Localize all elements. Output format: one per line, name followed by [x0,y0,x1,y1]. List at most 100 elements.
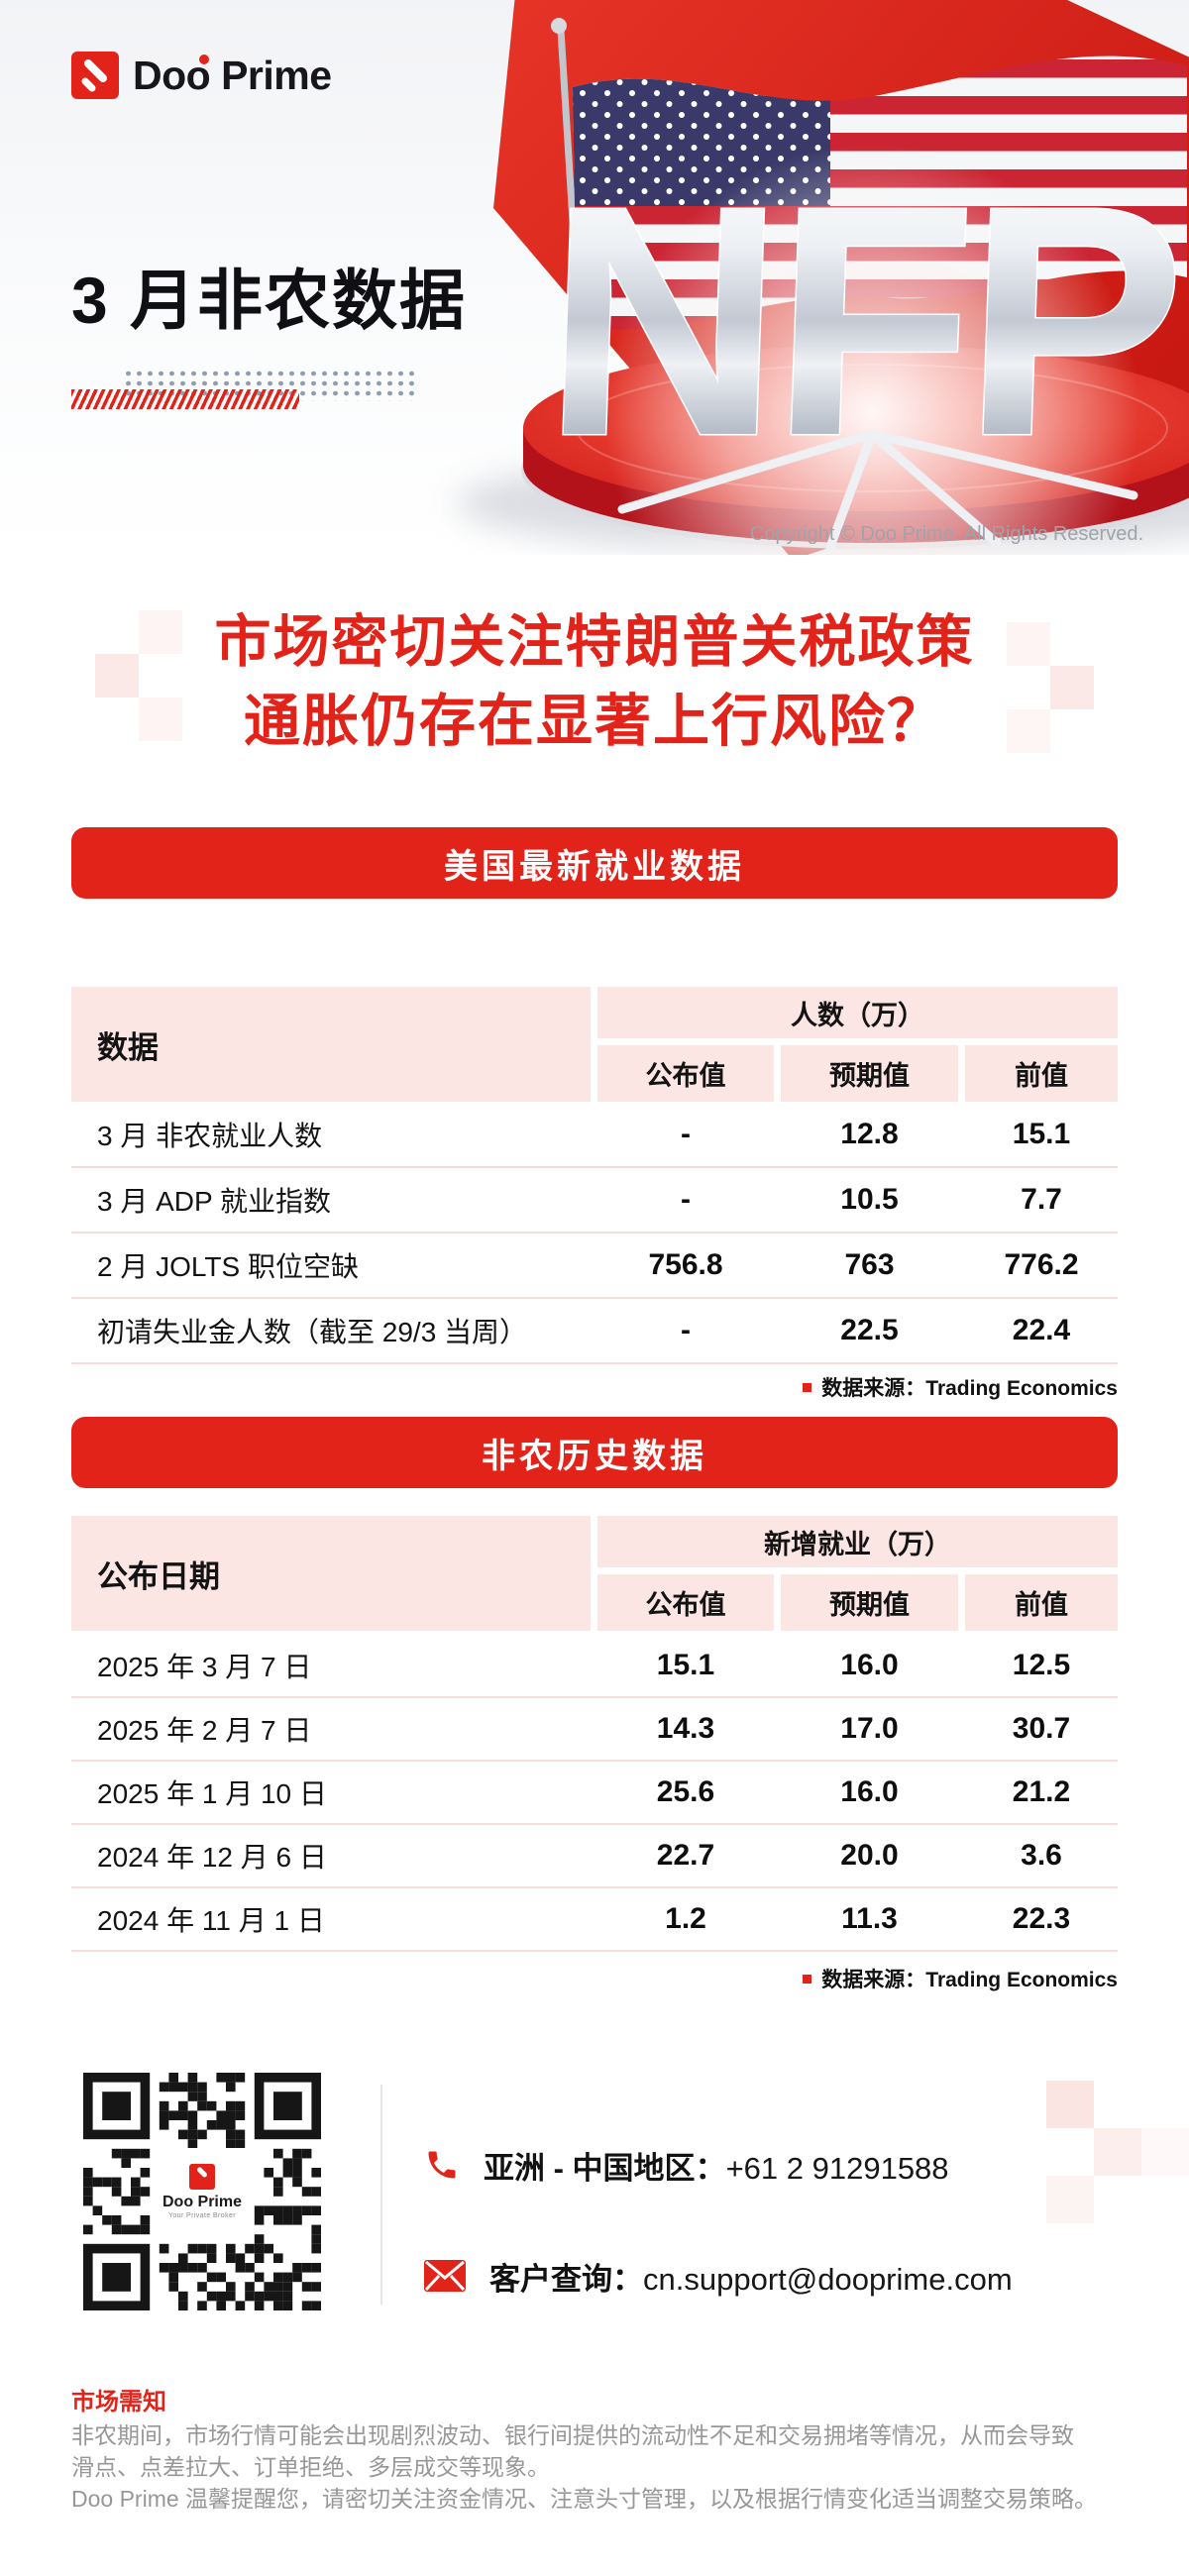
row-label: 3 月 非农就业人数 [97,1121,323,1151]
footer-line-2: 滑点、点差拉大、订单拒绝、多层成交等现象。 [71,2454,550,2480]
row-label: 2025 年 3 月 7 日 [97,1652,312,1682]
cell-published: - [681,1183,691,1216]
row-label: 2024 年 12 月 6 日 [97,1842,327,1873]
row-label: 2024 年 11 月 1 日 [97,1905,325,1936]
phone-label: 亚洲 - 中国地区： [484,2150,726,2186]
section2-table-header: 公布日期 新增就业（万） 公布值 预期值 前值 [71,1516,1118,1631]
row-label: 2025 年 1 月 10 日 [97,1778,327,1809]
cell-published: 14.3 [656,1712,715,1745]
cell-expected: 22.5 [840,1314,899,1346]
section2-table-body: 2025 年 3 月 7 日 15.1 16.0 12.5 2025 年 2 月… [71,1635,1118,1952]
section1-table-body: 3 月 非农就业人数 - 12.8 15.1 3 月 ADP 就业指数 - 10… [71,1103,1118,1364]
cell-previous: 7.7 [1021,1183,1062,1216]
cell-published: 22.7 [656,1839,715,1872]
section2-data-source: 数据来源：Trading Economics [803,1964,1118,1993]
col-group-header: 人数（万） [597,987,1118,1038]
cell-previous: 21.2 [1012,1775,1071,1808]
email-address: cn.support@dooprime.com [643,2261,1013,2297]
table-row: 2 月 JOLTS 职位空缺 756.8 763 776.2 [71,1234,1118,1299]
brand-logo-text: Doo Prime [133,53,332,98]
table-row: 3 月 非农就业人数 - 12.8 15.1 [71,1103,1118,1168]
table-row: 初请失业金人数（截至 29/3 当周） - 22.5 22.4 [71,1299,1118,1364]
source-text: 数据来源：Trading Economics [821,1969,1118,1991]
qr-code-pattern [83,2073,321,2310]
email-contact-row: 客户查询：cn.support@dooprime.com [424,2251,1013,2301]
footer-title: 市场需知 [71,2389,166,2415]
cell-previous: 776.2 [1004,1248,1079,1281]
section1-banner: 美国最新就业数据 [71,827,1118,899]
email-icon [424,2260,466,2292]
cell-expected: 11.3 [841,1902,898,1935]
cell-expected: 16.0 [840,1775,899,1808]
headline: 市场密切关注特朗普关税政策 通胀仍存在显著上行风险？ [0,602,1189,761]
section1-data-source: 数据来源：Trading Economics [803,1372,1118,1402]
flagpole [551,18,591,447]
section1-table-header: 数据 人数（万） 公布值 预期值 前值 [71,987,1118,1102]
table-row: 2025 年 1 月 10 日 25.6 16.0 21.2 [71,1762,1118,1825]
source-bullet-icon [803,1382,812,1392]
table-row: 2024 年 12 月 6 日 22.7 20.0 3.6 [71,1825,1118,1888]
email-text: 客户查询：cn.support@dooprime.com [489,2254,1013,2299]
cell-expected: 16.0 [840,1649,899,1681]
source-text: 数据来源：Trading Economics [821,1377,1118,1400]
footer-line-1: 非农期间，市场行情可能会出现剧烈波动、银行间提供的流动性不足和交易拥堵等情况，从… [71,2422,1074,2448]
cell-published: - [681,1314,691,1346]
cell-expected: 17.0 [840,1712,899,1745]
cell-expected: 12.8 [840,1118,899,1150]
cell-previous: 30.7 [1012,1712,1071,1745]
podium-slice-cuts [617,429,1138,552]
doo-prime-logo-icon [71,52,119,99]
col-header-left: 公布日期 [71,1516,591,1631]
phone-number: +61 2 91291588 [725,2150,949,2186]
footer-line-3: Doo Prime 温馨提醒您，请密切关注资金情况、注意头寸管理，以及根据行情变… [71,2486,1098,2512]
source-bullet-icon [803,1974,812,1984]
doo-prime-logo-icon-small [189,2164,215,2190]
cell-previous: 12.5 [1012,1649,1071,1681]
phone-contact-row: 亚洲 - 中国地区：+61 2 91291588 [424,2140,949,2190]
col-header-left: 数据 [71,987,591,1102]
cell-published: - [681,1118,691,1150]
row-label: 初请失业金人数（截至 29/3 当周） [97,1317,528,1347]
footer-disclaimer: 非农期间，市场行情可能会出现剧烈波动、银行间提供的流动性不足和交易拥堵等情况，从… [71,2419,1132,2515]
col-header-previous: 前值 [965,1574,1118,1631]
brand-logo: Doo Prime [71,52,332,99]
cell-published: 1.2 [665,1902,706,1935]
col-header-published: 公布值 [597,1574,774,1631]
qr-code: Doo Prime Your Private Broker [83,2073,321,2310]
table-row: 3 月 ADP 就业指数 - 10.5 7.7 [71,1168,1118,1234]
page-title: 3 月非农数据 [71,264,468,337]
phone-icon [428,2151,456,2179]
center-glow [604,144,1139,555]
copyright-text: Copyright © Doo Prime. All Rights Reserv… [749,523,1143,545]
table-row: 2025 年 3 月 7 日 15.1 16.0 12.5 [71,1635,1118,1698]
row-label: 3 月 ADP 就业指数 [97,1186,331,1217]
qr-logo-subtitle: Your Private Broker [167,2212,237,2219]
headline-line-2: 通胀仍存在显著上行风险？ [244,690,945,753]
qr-center-logo: Doo Prime Your Private Broker [151,2148,254,2235]
table-row: 2024 年 11 月 1 日 1.2 11.3 22.3 [71,1888,1118,1952]
cell-published: 15.1 [656,1649,715,1681]
col-header-expected: 预期值 [781,1574,958,1631]
cell-previous: 22.3 [1012,1902,1071,1935]
cell-expected: 763 [844,1248,895,1281]
row-label: 2 月 JOLTS 职位空缺 [97,1251,359,1282]
cell-published: 25.6 [656,1775,715,1808]
email-label: 客户查询： [489,2261,643,2297]
qr-logo-title: Doo Prime [162,2194,242,2210]
cell-published: 756.8 [648,1248,723,1281]
cell-previous: 3.6 [1021,1839,1062,1872]
col-header-expected: 预期值 [781,1045,958,1102]
cell-previous: 22.4 [1012,1314,1071,1346]
headline-line-1: 市场密切关注特朗普关税政策 [214,610,975,674]
col-header-published: 公布值 [597,1045,774,1102]
cell-expected: 10.5 [840,1183,899,1216]
col-group-header: 新增就业（万） [597,1516,1118,1567]
vertical-divider [380,2085,382,2305]
phone-text: 亚洲 - 中国地区：+61 2 91291588 [484,2143,949,2188]
row-label: 2025 年 2 月 7 日 [97,1715,312,1746]
cell-previous: 15.1 [1012,1118,1071,1150]
hero-graphic: NFP [0,0,1189,555]
table-row: 2025 年 2 月 7 日 14.3 17.0 30.7 [71,1698,1118,1762]
section2-banner: 非农历史数据 [71,1417,1118,1488]
col-header-previous: 前值 [965,1045,1118,1102]
